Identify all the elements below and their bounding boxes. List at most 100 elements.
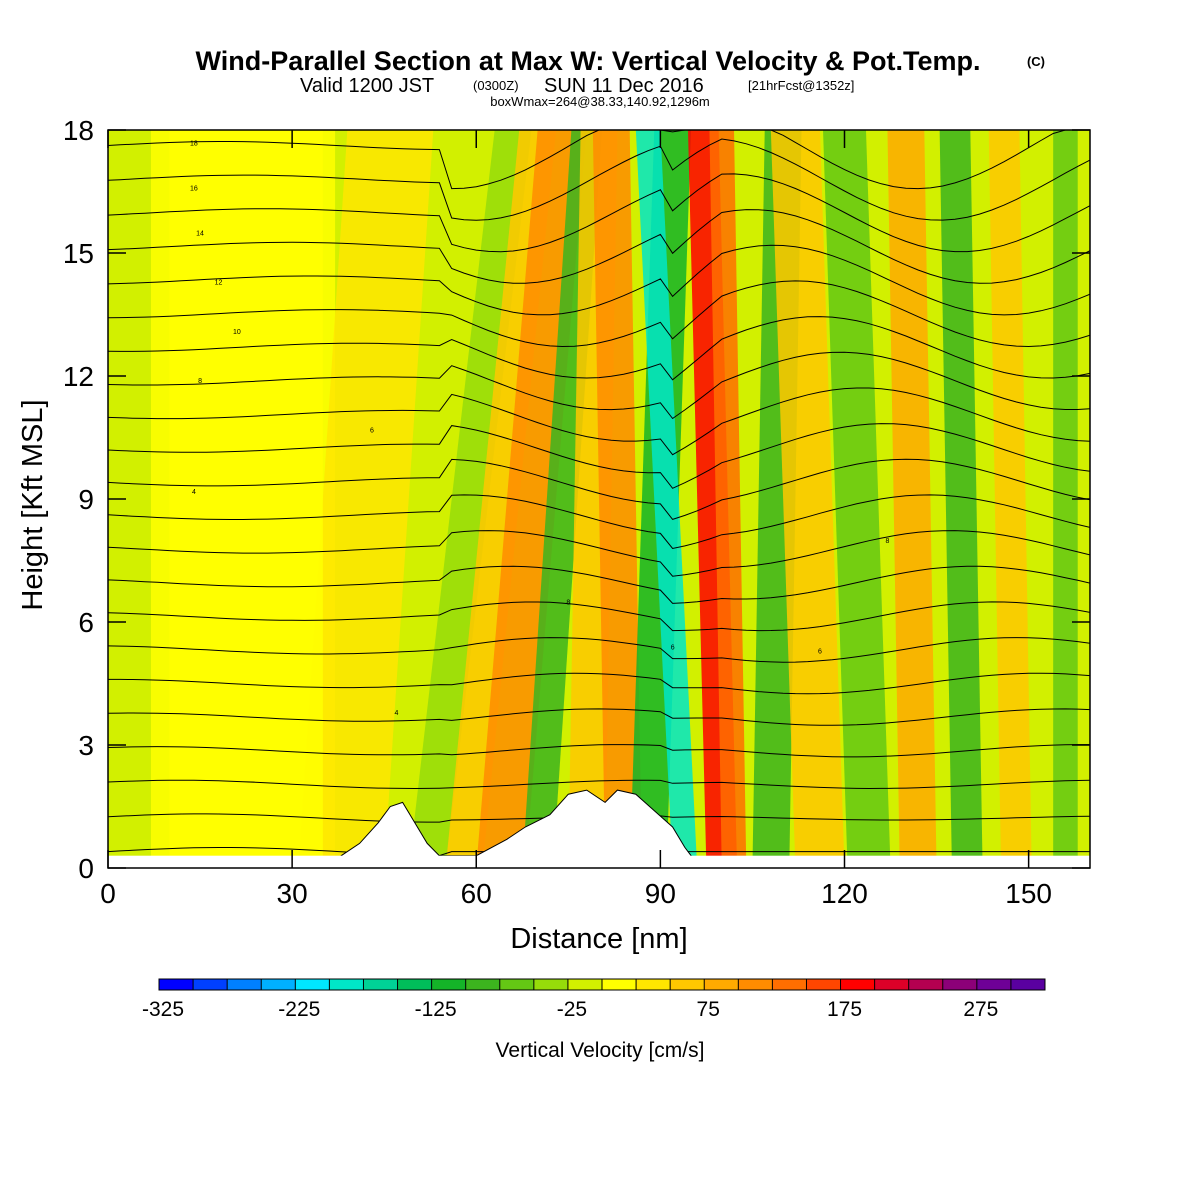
theta-contour: [108, 244, 1090, 316]
theta-contour-label: 6: [818, 649, 822, 656]
colorbar-tick-label: -225: [278, 998, 320, 1021]
theta-contour-label: 4: [395, 710, 399, 717]
theta-contour: [108, 565, 1090, 604]
colorbar-swatch: [363, 979, 398, 990]
theta-contour-label: 14: [196, 231, 204, 238]
colorbar-tick-label: 175: [827, 998, 862, 1021]
y-tick-label: 6: [78, 607, 94, 638]
colorbar-tick-label: 75: [697, 998, 720, 1021]
theta-contour-label: 8: [198, 378, 202, 385]
colorbar-swatch: [261, 979, 296, 990]
colorbar-ticks: -325 -225 -125 -25 75 175 275: [142, 998, 998, 1021]
colorbar-swatch: [738, 979, 773, 990]
colorbar-swatch: [806, 979, 841, 990]
theta-contour: [108, 494, 1090, 550]
x-tick-label: 60: [461, 878, 492, 909]
theta-contour: [108, 423, 1090, 489]
theta-contour-label: 4: [192, 489, 196, 496]
terrain-baseline: [108, 855, 1090, 868]
colorbar-swatch: [193, 979, 228, 990]
y-axis-label: Height [Kft MSL]: [17, 399, 49, 610]
colorbar-swatch: [908, 979, 944, 990]
theta-contour-label: 8: [886, 538, 890, 545]
theta-contour: [108, 779, 1090, 790]
colorbar-swatch: [159, 979, 194, 990]
colorbar: [158, 978, 1046, 991]
subtitle-zulu: (0300Z): [473, 78, 519, 93]
velocity-band: [939, 130, 983, 868]
theta-contour-label: 16: [190, 185, 198, 192]
theta-contour: [108, 280, 1090, 348]
theta-contour-label: 12: [215, 280, 223, 287]
colorbar-label: Vertical Velocity [cm/s]: [496, 1039, 705, 1062]
colorbar-swatch: [976, 979, 1012, 990]
theta-contour: [108, 637, 1090, 663]
colorbar-swatch: [499, 979, 535, 990]
colorbar-frame: [158, 978, 1046, 991]
colorbar-swatch: [874, 979, 910, 990]
theta-contour: [108, 130, 1090, 190]
x-tick-label: 150: [1005, 878, 1052, 909]
theta-contour-label: 8: [566, 600, 570, 607]
colorbar-swatch: [465, 979, 501, 990]
colorbar-swatch: [533, 979, 569, 990]
chart-title: Wind-Parallel Section at Max W: Vertical…: [196, 46, 981, 76]
velocity-band: [823, 130, 891, 868]
x-axis: 0 30 60 90 120 150: [100, 130, 1052, 909]
theta-contour: [108, 138, 1090, 221]
colorbar-swatch: [567, 979, 603, 990]
x-tick-label: 30: [277, 878, 308, 909]
colorbar-swatch: [670, 979, 705, 990]
colorbar-tick-label: -325: [142, 998, 184, 1021]
colorbar-tick-label: 275: [963, 998, 998, 1021]
colorbar-swatch: [227, 979, 262, 990]
theta-contour: [108, 708, 1090, 726]
colorbar-swatch: [431, 979, 467, 990]
theta-contour: [108, 458, 1090, 520]
colorbar-swatch: [942, 979, 978, 990]
theta-contour: [108, 601, 1090, 632]
theta-contour-label: 18: [190, 140, 198, 147]
theta-contour-label: 6: [370, 427, 374, 434]
theta-contour: [108, 316, 1090, 381]
subtitle-valid: Valid 1200 JST: [300, 75, 434, 97]
velocity-band: [635, 130, 698, 868]
x-tick-label: 120: [821, 878, 868, 909]
theta-contour: [108, 530, 1090, 577]
y-tick-label: 15: [63, 238, 94, 269]
y-axis: 0 3 6 9 12 15 18: [63, 115, 1090, 884]
colorbar-swatch: [1010, 979, 1046, 990]
y-tick-label: 0: [78, 853, 94, 884]
theta-contour: [108, 351, 1090, 420]
subtitle: Valid 1200 JST (0300Z) SUN 11 Dec 2016 […: [300, 75, 854, 97]
velocity-band: [1053, 130, 1078, 868]
velocity-band: [408, 130, 532, 868]
x-tick-label: 0: [100, 878, 116, 909]
title-mark: (C): [1027, 54, 1045, 69]
theta-contour: [108, 173, 1090, 253]
colorbar-swatch: [772, 979, 807, 990]
x-tick-label: 90: [645, 878, 676, 909]
colorbar-tick-label: -25: [557, 998, 587, 1021]
theta-contour: [108, 744, 1090, 758]
colorbar-swatch: [329, 979, 364, 990]
velocity-field: 18 16 14 12 10 8 6 4 8 4 6 8 6: [108, 130, 1090, 868]
y-tick-label: 18: [63, 115, 94, 146]
colorbar-swatch: [602, 979, 637, 990]
x-axis-label: Distance [nm]: [510, 923, 687, 955]
theta-contour: [108, 387, 1090, 456]
velocity-band: [169, 130, 323, 868]
colorbar-swatch: [295, 979, 330, 990]
theta-contour-label: 6: [671, 645, 675, 652]
theta-contour: [108, 672, 1090, 695]
colorbar-swatch: [840, 979, 876, 990]
colorbar-swatch: [636, 979, 671, 990]
velocity-band: [476, 130, 587, 868]
colorbar-swatch: [704, 979, 739, 990]
theta-contour: [108, 209, 1090, 284]
velocity-band: [298, 130, 434, 868]
subtitle-box: boxWmax=264@38.33,140.92,1296m: [490, 94, 710, 109]
terrain-mask: [340, 789, 692, 868]
velocity-band: [770, 130, 845, 868]
